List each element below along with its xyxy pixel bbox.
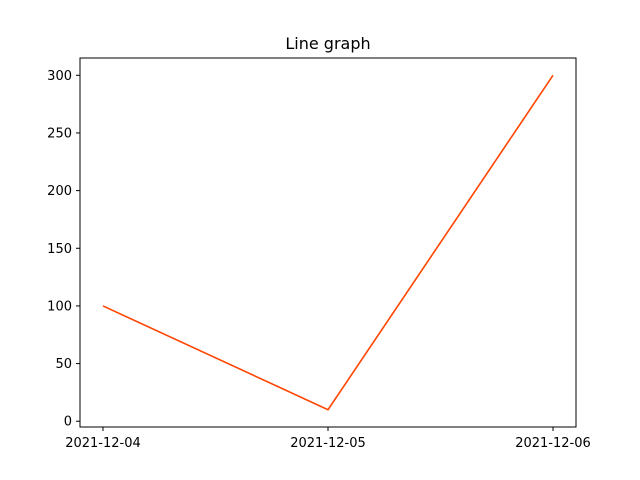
- y-tick-label: 250: [47, 126, 72, 141]
- y-tick-label: 300: [47, 69, 72, 84]
- series-line: [102, 74, 554, 411]
- y-tick-label: 50: [55, 357, 72, 372]
- x-tick-label: 2021-12-06: [515, 436, 591, 451]
- y-tick-label: 150: [47, 242, 72, 257]
- y-tick-label: 100: [47, 299, 72, 314]
- axes-frame: [79, 57, 577, 428]
- x-tick-label: 2021-12-05: [290, 436, 366, 451]
- y-tick-label: 200: [47, 184, 72, 199]
- plot-area: 0 50 100 150 200 250 300 2021-12-04 2021-12-05 20…: [47, 69, 591, 451]
- chart-title: Line graph: [285, 34, 370, 53]
- x-tick-label: 2021-12-04: [65, 436, 141, 451]
- y-tick-label: 0: [64, 415, 72, 430]
